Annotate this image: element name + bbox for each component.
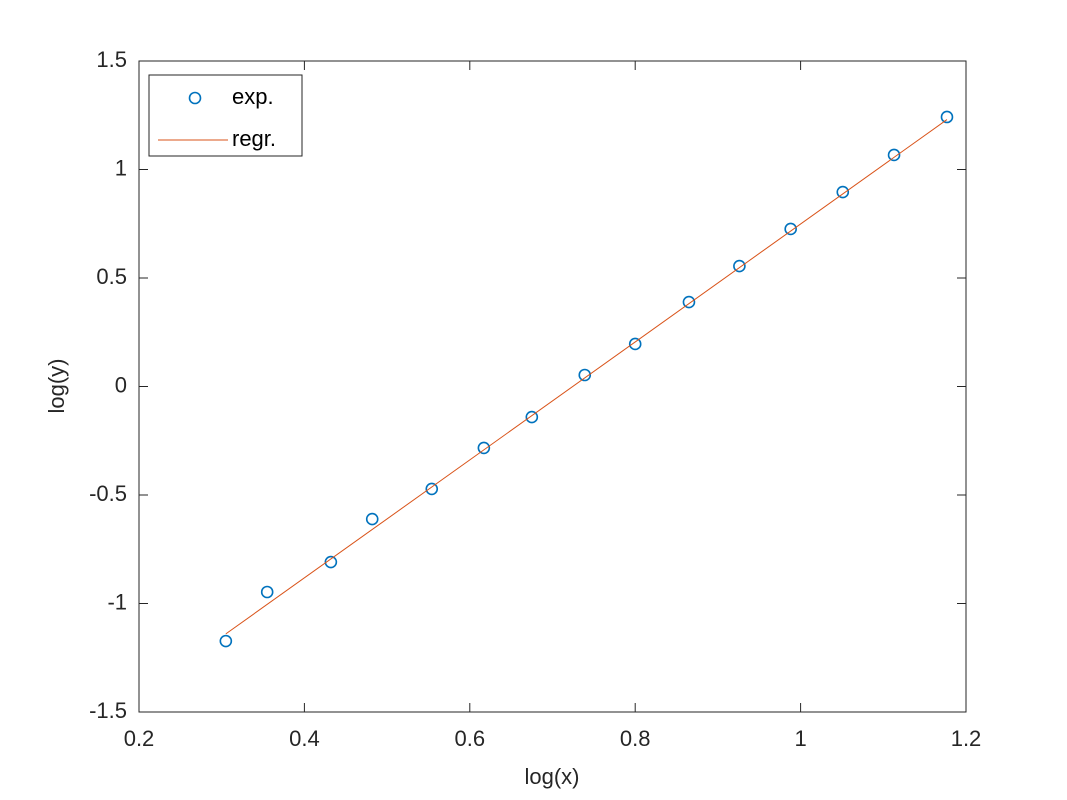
regression-line [225,119,948,635]
legend-box [148,74,303,157]
data-point [260,585,274,599]
data-point [733,259,746,273]
y-tick-label: 1 [115,155,127,180]
data-point [628,337,642,351]
axes-box [138,60,967,713]
data-point [477,441,491,455]
x-tick-label: 0.6 [455,726,486,751]
legend-label: exp. [232,84,274,109]
x-tick-label: 1.2 [951,726,982,751]
y-tick-label: -1.5 [89,698,127,723]
data-point [425,482,439,496]
y-tick-label: 1.5 [96,47,127,72]
y-tick-label: 0.5 [96,264,127,289]
x-tick-label: 0.4 [289,726,320,751]
y-tick-label: 0 [115,372,127,397]
x-tick-label: 0.8 [620,726,651,751]
legend-swatch [188,91,202,105]
data-point [682,295,696,309]
data-point [525,410,539,424]
x-tick-label: 0.2 [124,726,155,751]
data-point [219,634,233,648]
x-tick-label: 1 [794,726,806,751]
data-point [365,512,379,526]
y-tick-label: -0.5 [89,481,127,506]
data-point [324,555,338,569]
x-axis-label: log(x) [524,764,579,789]
data-point [784,222,797,236]
data-point [578,368,592,382]
data-point [940,110,954,124]
legend-label: regr. [232,126,276,151]
data-point [836,185,850,199]
data-point [887,148,901,162]
y-axis-label: log(y) [44,358,69,413]
y-tick-label: -1 [107,589,127,614]
